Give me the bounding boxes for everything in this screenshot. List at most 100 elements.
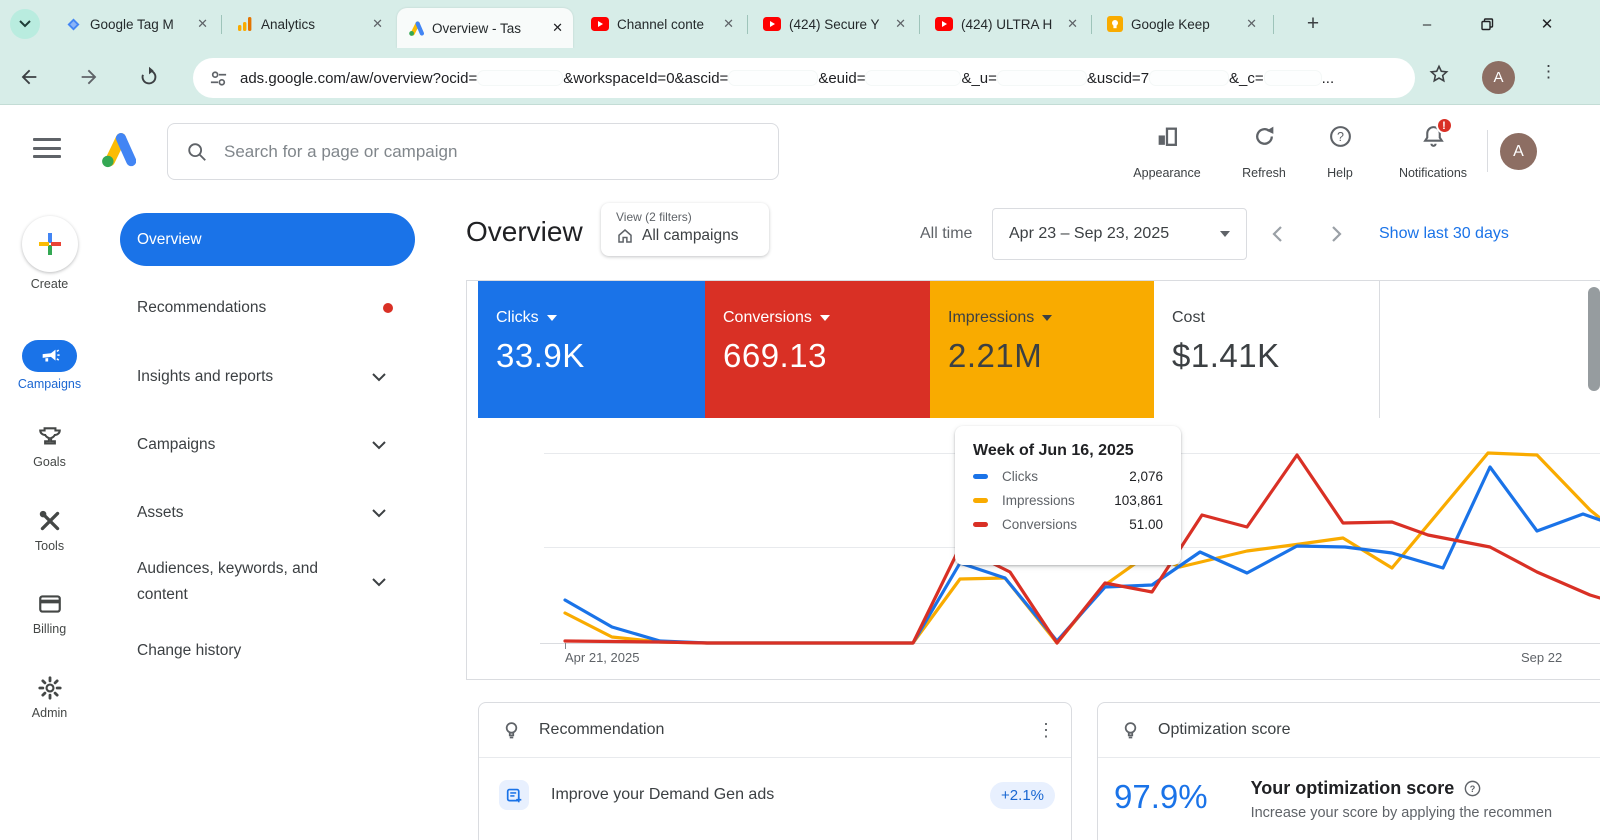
url-redaction — [728, 70, 819, 86]
metric-card-clicks[interactable]: Clicks 33.9K — [478, 281, 705, 418]
url-redaction — [477, 70, 564, 86]
search-icon — [188, 142, 206, 161]
page-title: Overview — [466, 216, 583, 247]
tools-icon — [39, 510, 59, 531]
score-uplift-badge: +2.1% — [990, 781, 1055, 809]
x-axis-start-label: Apr 21, 2025 — [565, 650, 640, 665]
window-minimize-button[interactable]: – — [1422, 15, 1432, 33]
tab-search-button[interactable] — [10, 9, 40, 39]
tab-title: (424) ULTRA H — [961, 16, 1053, 32]
account-avatar[interactable]: A — [1500, 133, 1537, 170]
create-circle[interactable] — [21, 216, 78, 272]
recommendation-card: Recommendation ⋮ Improve your Demand Gen… — [478, 702, 1072, 840]
chart-tooltip: Week of Jun 16, 2025 Clicks 2,076 Impres… — [955, 426, 1181, 565]
browser-menu-button[interactable]: ⋮ — [1540, 62, 1557, 81]
page-search-box[interactable] — [167, 123, 779, 180]
rail-item-goals[interactable]: Goals — [0, 424, 99, 469]
recommendation-item[interactable]: Improve your Demand Gen ads +2.1% — [479, 758, 1071, 810]
browser-profile-avatar[interactable]: A — [1482, 61, 1515, 94]
tab-title: Google Keep — [1131, 16, 1210, 32]
next-period-button[interactable] — [1324, 222, 1348, 246]
tab-close-icon[interactable]: ✕ — [372, 16, 383, 31]
notification-badge: ! — [1435, 117, 1453, 134]
chart-axis-tick — [565, 643, 566, 649]
subnav-item-insights-and-reports[interactable]: Insights and reports — [120, 357, 415, 397]
main-menu-button[interactable] — [33, 138, 61, 158]
tab-close-icon[interactable]: ✕ — [197, 16, 208, 31]
optimization-score-value: 97.9% — [1114, 778, 1208, 815]
tab-secure[interactable]: (424) Secure Y ✕ — [753, 0, 916, 48]
tab-title: Google Tag M — [90, 16, 174, 32]
forward-button[interactable] — [74, 62, 104, 92]
site-settings-icon[interactable] — [209, 69, 228, 88]
conversions-legend-dash — [973, 522, 988, 527]
url-segment: &_c= — [1229, 69, 1264, 87]
metric-card-cost[interactable]: Cost $1.41K — [1154, 281, 1380, 418]
previous-period-button[interactable] — [1266, 222, 1290, 246]
card-menu-button[interactable]: ⋮ — [1037, 719, 1055, 740]
tab-close-icon[interactable]: ✕ — [1067, 16, 1078, 31]
change-history-nav-label: Change history — [137, 642, 242, 659]
create-plus-icon — [38, 233, 61, 255]
subnav-item-assets[interactable]: Assets — [120, 493, 415, 533]
refresh-label: Refresh — [1242, 166, 1286, 180]
tooltip-row-impressions: Impressions 103,861 — [973, 493, 1163, 508]
tab-google-keep[interactable]: Google Keep ✕ — [1097, 0, 1267, 48]
reload-button[interactable] — [134, 62, 164, 92]
appearance-button[interactable]: Appearance — [1119, 124, 1215, 180]
subnav-item-campaigns[interactable]: Campaigns — [120, 425, 415, 465]
rail-item-tools[interactable]: Tools — [0, 508, 99, 553]
back-button[interactable] — [14, 62, 44, 92]
tooltip-title: Week of Jun 16, 2025 — [973, 442, 1134, 459]
tab-ads-overview-active[interactable]: Overview - Tas ✕ — [397, 8, 573, 48]
clicks-legend-dash — [973, 474, 988, 479]
tab-close-icon[interactable]: ✕ — [723, 16, 734, 31]
subnav-item-recommendations[interactable]: Recommendations — [120, 288, 415, 328]
metric-label: Impressions — [948, 309, 1035, 326]
tab-analytics[interactable]: Analytics ✕ — [227, 0, 393, 48]
chevron-right-icon — [1332, 226, 1342, 242]
tab-close-icon[interactable]: ✕ — [552, 20, 563, 35]
url-address-bar[interactable]: ads.google.com/aw/overview?ocid= &worksp… — [193, 58, 1415, 98]
create-button[interactable]: Create — [0, 216, 99, 291]
tab-close-icon[interactable]: ✕ — [1246, 16, 1257, 31]
gear-icon — [37, 676, 62, 700]
header-divider — [1487, 130, 1488, 172]
tab-title: Analytics — [261, 16, 316, 32]
demand-gen-ads-icon — [499, 780, 529, 810]
bookmark-star-button[interactable] — [1428, 63, 1450, 90]
rail-item-admin[interactable]: Admin — [0, 675, 99, 720]
tab-channel-content[interactable]: Channel conte ✕ — [581, 0, 744, 48]
tab-close-icon[interactable]: ✕ — [895, 16, 906, 31]
google-ads-favicon — [409, 20, 424, 36]
campaigns-active-pill[interactable] — [22, 340, 77, 372]
help-button[interactable]: ? Help — [1293, 124, 1387, 180]
date-range-selector[interactable]: Apr 23 – Sep 23, 2025 — [992, 208, 1247, 260]
reload-icon — [141, 66, 157, 85]
chevron-down-icon — [372, 373, 386, 382]
subnav-item-change-history[interactable]: Change history — [120, 631, 415, 671]
billing-label: Billing — [32, 622, 67, 636]
view-filter-chip[interactable]: View (2 filters) All campaigns — [601, 203, 769, 256]
search-input[interactable] — [222, 140, 760, 163]
notifications-button[interactable]: ! Notifications — [1378, 117, 1488, 180]
subnav-item-overview[interactable]: Overview — [120, 213, 415, 266]
rail-item-billing[interactable]: Billing — [0, 591, 99, 636]
page-scrollbar-thumb[interactable] — [1588, 287, 1600, 391]
new-tab-button[interactable]: + — [1306, 12, 1320, 35]
subnav-item-audiences[interactable]: Audiences, keywords, and content — [120, 556, 415, 608]
refresh-button[interactable]: Refresh — [1216, 124, 1312, 180]
help-circle-icon[interactable]: ? — [1463, 779, 1482, 798]
appearance-label: Appearance — [1133, 166, 1201, 180]
metric-card-conversions[interactable]: Conversions 669.13 — [705, 281, 930, 418]
metric-card-impressions[interactable]: Impressions 2.21M — [930, 281, 1154, 418]
window-close-button[interactable]: ✕ — [1540, 16, 1554, 33]
tab-ultra[interactable]: (424) ULTRA H ✕ — [925, 0, 1088, 48]
rail-item-campaigns[interactable]: Campaigns — [0, 340, 99, 391]
optimization-card-title: Optimization score — [1158, 721, 1291, 738]
window-restore-button[interactable] — [1472, 12, 1502, 36]
view-scope-label: All campaigns — [642, 227, 739, 244]
show-last-30-days-link[interactable]: Show last 30 days — [1379, 225, 1509, 242]
campaigns-nav-label: Campaigns — [137, 436, 216, 453]
tab-google-tag-manager[interactable]: Google Tag M ✕ — [55, 0, 218, 48]
